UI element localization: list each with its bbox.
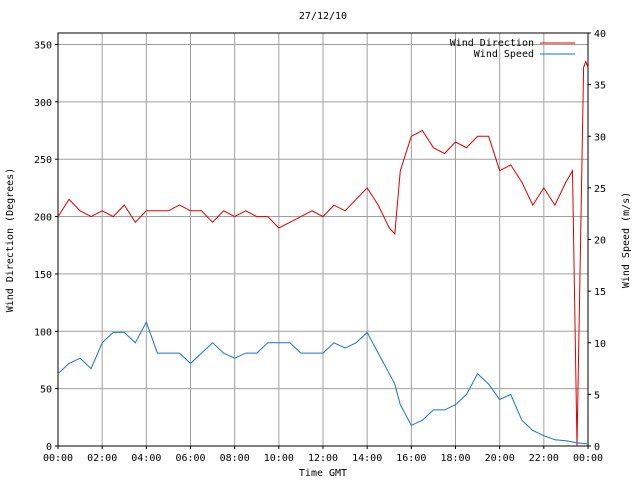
y-right-tick-label: 0 — [594, 442, 600, 453]
legend: Wind Direction Wind Speed — [450, 38, 575, 60]
series-layer — [57, 60, 589, 447]
x-axis-label: Time GMT — [299, 468, 347, 479]
y-axis-label-right: Wind Speed (m/s) — [621, 192, 632, 288]
legend-label-wind-direction: Wind Direction — [450, 38, 534, 49]
tick-labels: 00:00 02:00 04:00 06:00 08:00 10:00 12:00 14:00… — [34, 29, 606, 464]
y-right-tick-label: 40 — [594, 29, 606, 40]
x-tick-label: 18:00 — [440, 453, 470, 464]
x-tick-label: 12:00 — [308, 453, 338, 464]
x-tick-label: 02:00 — [87, 453, 117, 464]
y-right-tick-label: 30 — [594, 132, 606, 143]
legend-label-wind-speed: Wind Speed — [474, 49, 534, 60]
x-tick-label: 10:00 — [264, 453, 294, 464]
x-tick-label: 00:00 — [573, 453, 603, 464]
y-right-tick-label: 35 — [594, 81, 606, 92]
y-right-tick-label: 5 — [594, 390, 600, 401]
y-right-tick-label: 15 — [594, 287, 606, 298]
x-tick-label: 06:00 — [175, 453, 205, 464]
x-tick-label: 14:00 — [352, 453, 382, 464]
y-left-tick-label: 250 — [34, 155, 52, 166]
x-tick-label: 20:00 — [485, 453, 515, 464]
y-left-tick-label: 50 — [40, 385, 52, 396]
x-tick-label: 04:00 — [131, 453, 161, 464]
y-right-tick-label: 20 — [594, 236, 606, 247]
y-axis-label-left: Wind Direction (Degrees) — [5, 168, 16, 313]
chart-title: 27/12/10 — [299, 11, 347, 22]
y-left-tick-label: 350 — [34, 40, 52, 51]
series-line-wind-direction — [57, 60, 589, 447]
y-left-tick-label: 200 — [34, 213, 52, 224]
y-left-tick-label: 0 — [46, 442, 52, 453]
x-tick-label: 22:00 — [529, 453, 559, 464]
y-right-tick-label: 25 — [594, 184, 606, 195]
series-line-wind-speed — [57, 320, 589, 445]
x-tick-label: 08:00 — [220, 453, 250, 464]
y-left-tick-label: 100 — [34, 327, 52, 338]
y-left-tick-label: 300 — [34, 98, 52, 109]
x-tick-label: 00:00 — [43, 453, 73, 464]
y-right-tick-label: 10 — [594, 339, 606, 350]
x-tick-label: 16:00 — [396, 453, 426, 464]
y-left-tick-label: 150 — [34, 270, 52, 281]
